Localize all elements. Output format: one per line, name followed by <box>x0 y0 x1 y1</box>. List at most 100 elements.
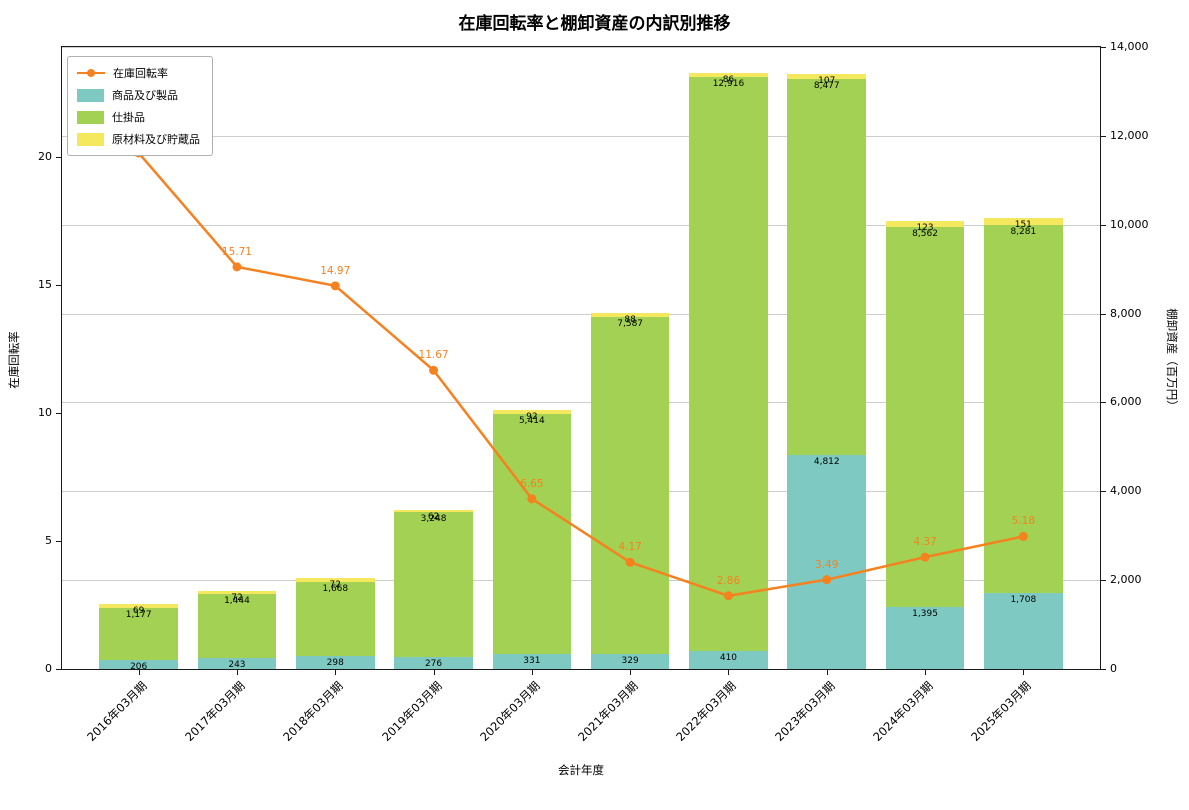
bar-segment-wip <box>394 512 473 657</box>
turnover-value-label: 6.65 <box>520 477 544 490</box>
gridline <box>62 135 1100 137</box>
bar-segment-wip <box>492 413 572 655</box>
bar-value-label-wip: 1,177 <box>125 609 152 620</box>
gridline <box>62 313 1100 315</box>
line-marker <box>625 557 635 567</box>
gridline <box>62 580 1100 582</box>
turnover-line <box>134 148 1028 601</box>
legend-item-raw-materials: 原材料及び貯蔵品 <box>77 131 200 147</box>
bar-segment-products <box>885 607 965 669</box>
x-axis-tick-label: 2025年03月期 <box>853 678 1034 744</box>
bar-segment-products <box>394 656 473 669</box>
bar-value-label-raw-materials: 72 <box>231 592 243 603</box>
bar-value-label-raw-materials: 92 <box>526 411 538 422</box>
x-axis-tick <box>138 670 140 675</box>
bar-segment-raw-materials <box>492 409 572 414</box>
right-axis-tick-label: 8,000 <box>1110 306 1142 320</box>
line-marker <box>232 262 242 272</box>
legend-label-products: 商品及び製品 <box>112 89 178 102</box>
legend-dot-turnover <box>87 69 95 77</box>
bar-segment-products <box>492 654 572 669</box>
line-marker <box>527 494 537 504</box>
x-axis-tick <box>531 670 533 675</box>
bar-segment-wip <box>984 225 1063 594</box>
right-axis-tick <box>1101 313 1106 315</box>
right-axis-tick-label: 6,000 <box>1110 395 1142 409</box>
bar-segment-raw-materials <box>590 313 670 318</box>
left-axis-tick <box>56 157 61 159</box>
bar-value-label-wip: 5,414 <box>518 415 545 426</box>
bar-segment-raw-materials <box>984 218 1063 226</box>
chart-figure: 在庫回転率と棚卸資産の内訳別推移 在庫回転率 商品及び製品 仕掛品 原材料及び貯蔵品 … <box>7 14 1179 777</box>
bar-segment-products <box>689 650 768 669</box>
line-marker <box>920 552 930 562</box>
bar-segment-raw-materials <box>394 509 473 513</box>
bar-value-label-raw-materials: 151 <box>1014 220 1032 231</box>
legend-line-marker-turnover <box>77 67 105 80</box>
x-axis-title: 会計年度 <box>558 763 604 777</box>
bar-value-label-wip: 1,444 <box>224 596 250 607</box>
bar-segment-raw-materials <box>197 590 277 595</box>
legend-swatch-raw-materials <box>77 132 104 146</box>
bar-segment-wip <box>590 317 670 655</box>
right-axis-tick-label: 10,000 <box>1110 217 1149 231</box>
bar-segment-raw-materials <box>99 604 178 608</box>
right-axis-tick-label: 12,000 <box>1110 128 1149 142</box>
x-axis-tick <box>433 670 435 675</box>
bar-value-label-wip: 1,668 <box>322 583 349 594</box>
gridline <box>62 402 1100 404</box>
bar-value-label-raw-materials: 107 <box>818 75 836 86</box>
bar-segment-products <box>787 455 867 669</box>
legend-label-turnover: 在庫回転率 <box>113 67 168 80</box>
bar-segment-products <box>197 658 277 669</box>
right-axis-tick-label: 0 <box>1110 662 1117 675</box>
left-axis-tick-label: 0 <box>45 662 52 675</box>
bar-segment-products <box>99 659 178 669</box>
right-axis-tick <box>1101 224 1106 226</box>
bar-value-label-products: 1,708 <box>1010 595 1037 606</box>
legend-label-wip: 仕掛品 <box>112 111 145 124</box>
bar-value-label-raw-materials: 88 <box>624 315 636 326</box>
line-marker <box>723 591 733 601</box>
right-axis-tick-label: 2,000 <box>1110 573 1142 587</box>
right-axis-tick <box>1101 135 1106 137</box>
turnover-value-label: 4.17 <box>618 541 642 554</box>
bar-segment-raw-materials <box>689 73 768 77</box>
x-axis-tick <box>236 670 238 675</box>
left-axis-tick-label: 15 <box>38 278 52 292</box>
turnover-value-label: 15.71 <box>221 245 252 258</box>
line-marker <box>330 281 340 291</box>
bar-value-label-products: 243 <box>228 660 246 671</box>
right-axis-tick-label: 4,000 <box>1110 484 1142 498</box>
right-y-axis-title: 棚卸資産（百万円） <box>1165 308 1179 412</box>
bar-segment-wip <box>295 581 375 656</box>
bar-value-label-raw-materials: 123 <box>916 223 934 234</box>
x-axis-tick <box>728 670 730 675</box>
left-axis-tick <box>56 669 61 670</box>
bar-segment-wip <box>787 78 867 456</box>
legend-swatch-products <box>77 88 104 102</box>
left-axis-tick-label: 5 <box>45 534 52 548</box>
bar-value-label-wip: 8,281 <box>1010 227 1037 238</box>
x-axis-tick <box>826 670 828 675</box>
bar-value-label-products: 298 <box>326 657 344 668</box>
bar-value-label-products: 1,395 <box>912 609 938 620</box>
bar-segment-products <box>984 593 1063 669</box>
bar-value-label-wip: 12,916 <box>712 78 745 89</box>
legend-item-products: 商品及び製品 <box>77 87 200 103</box>
bar-value-label-wip: 3,248 <box>420 514 447 525</box>
bar-value-label-raw-materials: 62 <box>427 511 440 522</box>
bar-value-label-products: 4,812 <box>813 457 840 468</box>
turnover-value-label: 4.37 <box>913 536 937 549</box>
bar-segment-raw-materials <box>787 73 867 79</box>
bar-value-label-wip: 8,562 <box>912 228 938 239</box>
bar-value-label-products: 329 <box>621 656 639 667</box>
right-axis-tick-label: 14,000 <box>1110 40 1149 53</box>
turnover-value-label: 5.18 <box>1011 515 1036 528</box>
bar-value-label-products: 276 <box>424 658 443 669</box>
chart-title: 在庫回転率と棚卸資産の内訳別推移 <box>458 14 731 34</box>
bar-segment-wip <box>197 594 277 659</box>
bar-value-label-raw-materials: 69 <box>132 606 145 617</box>
bar-value-label-products: 410 <box>719 652 738 663</box>
turnover-value-label: 2.86 <box>716 574 741 587</box>
